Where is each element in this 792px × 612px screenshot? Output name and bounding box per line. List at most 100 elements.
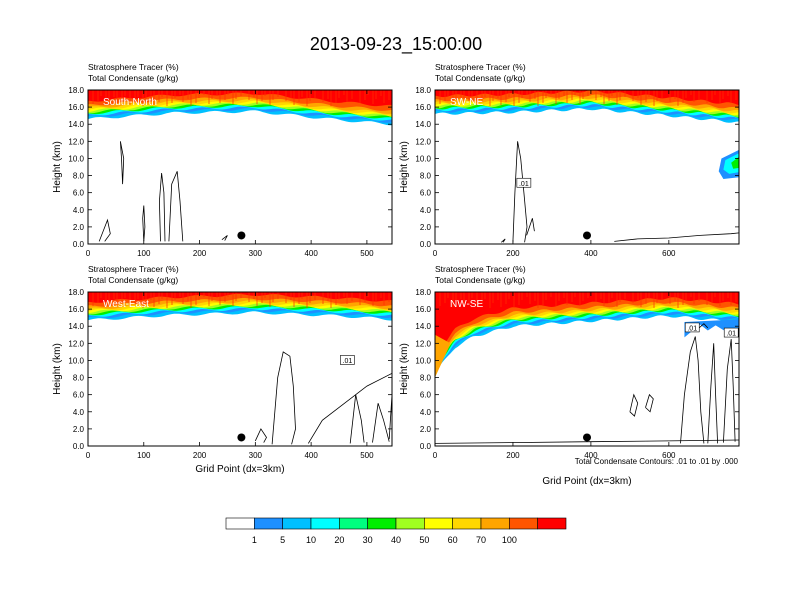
panel-subtitle-tracer: Stratosphere Tracer (%): [435, 264, 526, 274]
x-tick-label: 0: [86, 451, 91, 460]
x-axis-label: Grid Point (dx=3km): [542, 476, 631, 487]
x-tick-label: 100: [137, 249, 151, 258]
marker-dot: [237, 231, 246, 240]
y-tick-label: 18.0: [415, 86, 431, 95]
colorbar-label: 5: [280, 535, 285, 545]
contour-label: .01: [519, 181, 529, 188]
y-tick-label: 8.0: [420, 172, 432, 181]
y-tick-label: 4.0: [73, 408, 85, 417]
x-tick-label: 0: [433, 249, 438, 258]
y-tick-label: 12.0: [415, 339, 431, 348]
y-tick-label: 6.0: [73, 189, 85, 198]
y-tick-label: 0.0: [73, 442, 85, 451]
x-tick-label: 400: [584, 249, 598, 258]
tracer-field: [435, 292, 739, 378]
panel-subtitle-tracer: Stratosphere Tracer (%): [88, 62, 179, 72]
y-tick-label: 8.0: [73, 172, 85, 181]
y-tick-label: 10.0: [68, 154, 84, 163]
y-tick-label: 18.0: [68, 288, 84, 297]
tracer-field: [88, 292, 392, 321]
contour-label: .01: [726, 331, 736, 338]
y-tick-label: 10.0: [415, 356, 431, 365]
panels: Stratosphere Tracer (%)Total Condensate …: [52, 62, 740, 487]
tracer-blob: [435, 334, 451, 378]
contour-line: [501, 238, 506, 243]
y-tick-label: 2.0: [73, 223, 85, 232]
x-tick-label: 600: [662, 451, 676, 460]
y-tick-label: 16.0: [68, 103, 84, 112]
contour-line: [254, 428, 267, 443]
contour-label-box: [684, 322, 700, 333]
contour-line: [168, 171, 184, 242]
colorbar-label: 40: [391, 535, 401, 545]
contour-line: [526, 218, 535, 236]
y-tick-label: 12.0: [68, 137, 84, 146]
y-tick-label: 0.0: [420, 240, 432, 249]
panel-label: SW-NE: [450, 97, 483, 108]
contour-label-box: [723, 327, 739, 338]
plot-frame: [434, 89, 740, 245]
y-tick-label: 6.0: [420, 391, 432, 400]
tracer-band: [88, 90, 392, 107]
contour-label-box: [516, 177, 532, 188]
colorbar-swatch: [395, 517, 425, 530]
colorbar-label: 70: [476, 535, 486, 545]
panel-4: Stratosphere Tracer (%)Total Condensate …: [399, 264, 740, 487]
condensate-contours: [435, 323, 739, 444]
y-axis-label: Height (km): [399, 343, 410, 395]
x-tick-label: 500: [360, 249, 374, 258]
panel-2: Stratosphere Tracer (%)Total Condensate …: [399, 62, 740, 258]
plot-frame: [434, 291, 740, 447]
x-tick-label: 200: [506, 451, 520, 460]
colorbar-label: 30: [363, 535, 373, 545]
figure-title: 2013-09-23_15:00:00: [310, 34, 482, 55]
colorbar-swatch: [254, 517, 283, 530]
y-tick-label: 8.0: [420, 374, 432, 383]
y-tick-label: 14.0: [68, 120, 84, 129]
panel-subtitle-condensate: Total Condensate (g/kg): [88, 275, 178, 285]
tracer-band: [435, 292, 739, 359]
y-tick-label: 10.0: [415, 154, 431, 163]
x-tick-label: 300: [249, 249, 263, 258]
panel-subtitle-tracer: Stratosphere Tracer (%): [88, 264, 179, 274]
contour-line: [372, 403, 390, 443]
contour-line: [680, 336, 705, 444]
condensate-contours: [254, 351, 392, 445]
colorbar-label: 60: [448, 535, 458, 545]
y-tick-label: 10.0: [68, 356, 84, 365]
y-tick-label: 16.0: [68, 305, 84, 314]
colorbar-swatch: [537, 517, 567, 530]
colorbar-swatch: [480, 517, 510, 530]
x-tick-label: 0: [433, 451, 438, 460]
y-tick-label: 18.0: [68, 86, 84, 95]
contour-line: [707, 343, 718, 444]
x-tick-label: 400: [584, 451, 598, 460]
tracer-field: [88, 90, 392, 126]
y-tick-label: 4.0: [420, 408, 432, 417]
y-tick-label: 14.0: [68, 322, 84, 331]
colorbar-swatch: [452, 517, 482, 530]
contour-line: [645, 393, 654, 413]
x-tick-label: 600: [662, 249, 676, 258]
tracer-band: [88, 292, 392, 303]
plot-frame: [87, 89, 393, 245]
colorbar-label: 1: [252, 535, 257, 545]
x-tick-label: 300: [249, 451, 263, 460]
panel-label: South-North: [103, 97, 157, 108]
contour-line: [98, 218, 111, 242]
y-tick-label: 4.0: [420, 206, 432, 215]
colorbar-swatch: [225, 517, 255, 530]
contour-line: [723, 339, 736, 443]
contour-line: [158, 172, 166, 242]
x-axis-label: Grid Point (dx=3km): [195, 464, 284, 475]
x-tick-label: 500: [360, 451, 374, 460]
tracer-band: [435, 292, 739, 355]
contour-line: [307, 372, 392, 444]
marker-dot: [583, 433, 591, 442]
panel-subtitle-tracer: Stratosphere Tracer (%): [435, 62, 526, 72]
contour-line: [629, 393, 639, 417]
y-tick-label: 6.0: [73, 391, 85, 400]
contour-line: [435, 439, 739, 444]
y-axis-label: Height (km): [52, 343, 63, 395]
y-tick-label: 4.0: [73, 206, 85, 215]
